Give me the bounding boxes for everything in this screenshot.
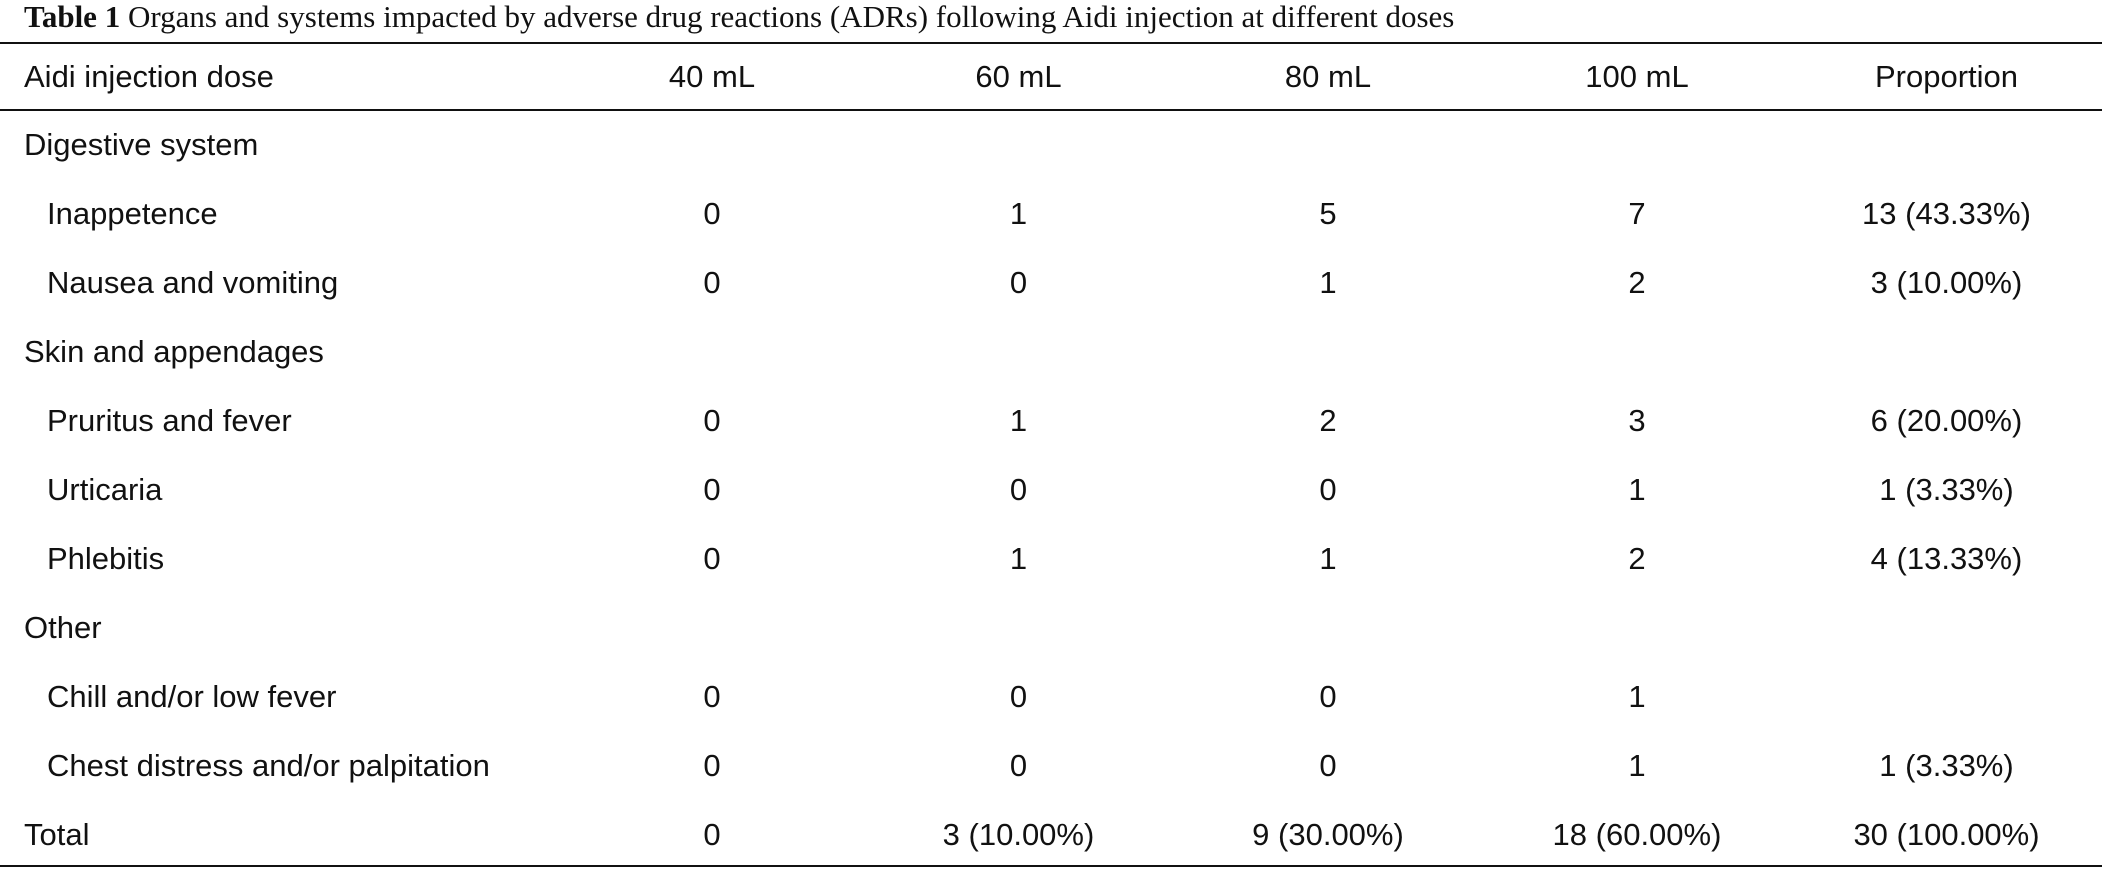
row-label: Total bbox=[24, 816, 90, 852]
cell-proportion bbox=[1791, 317, 2102, 386]
cell-100ml: 3 bbox=[1628, 402, 1646, 438]
table-caption-text: Organs and systems impacted by adverse d… bbox=[127, 0, 1455, 34]
cell-40ml bbox=[560, 110, 864, 179]
cell-80ml: 1 bbox=[1319, 264, 1337, 300]
cell-80ml: 1 bbox=[1319, 540, 1337, 576]
cell-proportion bbox=[1791, 662, 2102, 731]
cell-40ml: 0 bbox=[703, 540, 721, 576]
cell-80ml: 0 bbox=[1319, 678, 1337, 714]
cell-60ml: 1 bbox=[1009, 402, 1028, 438]
table-caption: Table 1 Organs and systems impacted by a… bbox=[24, 0, 1454, 40]
adr-table: Aidi injection dose 40 mL 60 mL 80 mL 10… bbox=[0, 44, 2102, 869]
header-proportion: Proportion bbox=[1874, 59, 2019, 94]
cell-100ml: 18 (60.00%) bbox=[1552, 816, 1722, 852]
cell-100ml bbox=[1483, 317, 1791, 386]
cell-100ml: 2 bbox=[1628, 264, 1646, 300]
cell-40ml: 0 bbox=[703, 264, 721, 300]
row-label: Other bbox=[24, 609, 102, 645]
cell-60ml: 3 (10.00%) bbox=[942, 816, 1095, 852]
table-row: Phlebitis 0 1 1 2 4 (13.33%) bbox=[0, 524, 2102, 593]
cell-40ml: 0 bbox=[703, 471, 721, 507]
header-dose: Aidi injection dose bbox=[24, 59, 274, 94]
cell-proportion: 6 (20.00%) bbox=[1870, 402, 2023, 438]
cell-60ml bbox=[864, 593, 1173, 662]
cell-80ml: 0 bbox=[1319, 747, 1337, 783]
row-label: Phlebitis bbox=[47, 540, 165, 576]
cell-60ml: 0 bbox=[1009, 678, 1028, 714]
cell-100ml bbox=[1483, 110, 1791, 179]
cell-60ml: 1 bbox=[1009, 195, 1028, 231]
cell-proportion: 30 (100.00%) bbox=[1853, 816, 2040, 852]
cell-80ml: 9 (30.00%) bbox=[1252, 816, 1404, 852]
cell-100ml bbox=[1483, 593, 1791, 662]
cell-100ml: 1 bbox=[1628, 678, 1646, 714]
table-row: Chest distress and/or palpitation 0 0 0 1 1 (… bbox=[0, 731, 2102, 800]
cell-60ml bbox=[864, 110, 1173, 179]
table-header-rule bbox=[0, 109, 2102, 111]
cell-40ml bbox=[560, 317, 864, 386]
header-40ml: 40 mL bbox=[668, 59, 756, 94]
cell-100ml: 1 bbox=[1628, 747, 1646, 783]
cell-40ml: 0 bbox=[703, 747, 721, 783]
table-row: Inappetence 0 1 5 7 13 (43.33%) bbox=[0, 179, 2102, 248]
row-label: Chill and/or low fever bbox=[47, 678, 337, 714]
header-80ml: 80 mL bbox=[1284, 59, 1372, 94]
row-label: Nausea and vomiting bbox=[47, 264, 339, 300]
cell-80ml: 2 bbox=[1319, 402, 1337, 438]
table-bottom-rule bbox=[0, 865, 2102, 867]
total-row: Total 0 3 (10.00%) 9 (30.00%) 18 (60.00%) 30 … bbox=[0, 800, 2102, 869]
group-row: Digestive system bbox=[0, 110, 2102, 179]
table-row: Urticaria 0 0 0 1 1 (3.33%) bbox=[0, 455, 2102, 524]
cell-40ml: 0 bbox=[703, 816, 721, 852]
cell-proportion: 1 (3.33%) bbox=[1879, 747, 2014, 783]
row-label: Urticaria bbox=[47, 471, 163, 507]
cell-100ml: 7 bbox=[1628, 195, 1646, 231]
cell-80ml bbox=[1173, 593, 1483, 662]
cell-100ml: 2 bbox=[1628, 540, 1646, 576]
cell-60ml: 0 bbox=[1009, 471, 1028, 507]
table-row: Nausea and vomiting 0 0 1 2 3 (10.00%) bbox=[0, 248, 2102, 317]
cell-40ml: 0 bbox=[703, 402, 721, 438]
table-header-row: Aidi injection dose 40 mL 60 mL 80 mL 10… bbox=[0, 44, 2102, 110]
cell-proportion: 3 (10.00%) bbox=[1870, 264, 2023, 300]
table-top-rule bbox=[0, 42, 2102, 44]
cell-60ml: 0 bbox=[1009, 264, 1028, 300]
table-caption-label: Table 1 bbox=[24, 0, 121, 34]
group-row: Skin and appendages bbox=[0, 317, 2102, 386]
cell-60ml bbox=[864, 317, 1173, 386]
cell-80ml bbox=[1173, 110, 1483, 179]
header-60ml: 60 mL bbox=[975, 59, 1062, 94]
cell-80ml: 0 bbox=[1319, 471, 1337, 507]
cell-80ml: 5 bbox=[1319, 195, 1337, 231]
cell-60ml: 1 bbox=[1009, 540, 1028, 576]
row-label: Skin and appendages bbox=[24, 333, 324, 369]
cell-100ml: 1 bbox=[1628, 471, 1646, 507]
cell-40ml: 0 bbox=[703, 195, 721, 231]
cell-40ml: 0 bbox=[703, 678, 721, 714]
cell-proportion: 4 (13.33%) bbox=[1870, 540, 2023, 576]
row-label: Pruritus and fever bbox=[47, 402, 292, 438]
table-row: Pruritus and fever 0 1 2 3 6 (20.00%) bbox=[0, 386, 2102, 455]
cell-proportion bbox=[1791, 593, 2102, 662]
header-100ml: 100 mL bbox=[1585, 59, 1689, 94]
table-body: Digestive system Inappetence 0 1 5 7 13 (43.33… bbox=[0, 110, 2102, 869]
cell-40ml bbox=[560, 593, 864, 662]
group-row: Other bbox=[0, 593, 2102, 662]
row-label: Digestive system bbox=[24, 126, 259, 162]
row-label: Inappetence bbox=[47, 195, 218, 231]
cell-proportion: 13 (43.33%) bbox=[1862, 195, 2031, 231]
table-row: Chill and/or low fever 0 0 0 1 bbox=[0, 662, 2102, 731]
row-label: Chest distress and/or palpitation bbox=[47, 747, 490, 783]
cell-proportion: 1 (3.33%) bbox=[1879, 471, 2014, 507]
cell-proportion bbox=[1791, 110, 2102, 179]
cell-80ml bbox=[1173, 317, 1483, 386]
cell-60ml: 0 bbox=[1009, 747, 1028, 783]
